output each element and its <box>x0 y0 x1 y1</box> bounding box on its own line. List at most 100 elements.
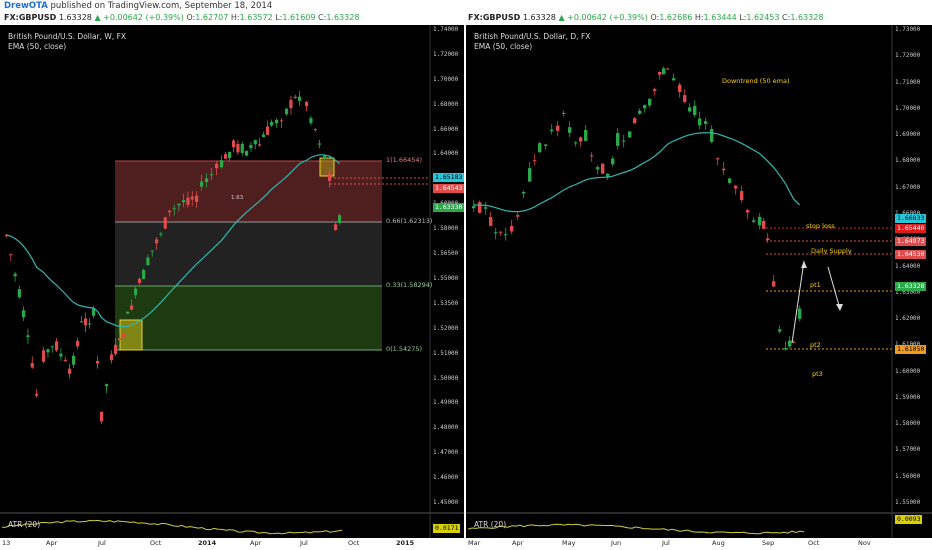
candle-body <box>611 158 615 165</box>
candle-body <box>266 126 270 135</box>
left-close-label: C: <box>318 13 327 22</box>
right-price-tag: 1.61050 <box>895 345 927 354</box>
candle-body <box>26 335 30 338</box>
right-price-tag: 1.65440 <box>895 224 927 233</box>
candle-body <box>50 346 54 348</box>
y-tick-label: 1.49000 <box>433 399 459 407</box>
candle-body <box>163 217 167 229</box>
y-tick-label: 1.70000 <box>895 104 921 112</box>
candle-body <box>146 257 150 266</box>
right-chart-canvas[interactable] <box>466 25 932 538</box>
right-atr-label: ATR (20) <box>474 520 507 529</box>
x-label: Oct <box>348 539 360 547</box>
candle-body <box>110 354 114 361</box>
left-low: 1.61609 <box>282 13 316 22</box>
candle-body <box>653 89 657 91</box>
candle-body <box>35 393 39 396</box>
candle-body <box>590 155 594 157</box>
x-label: Jul <box>300 539 308 547</box>
candle-body <box>155 239 159 244</box>
candle-body <box>293 96 297 98</box>
right-close-label: C: <box>782 13 791 22</box>
x-label: Jun <box>611 539 622 547</box>
arrow-head-icon <box>801 261 807 268</box>
candle-body <box>138 278 142 283</box>
candle-body <box>13 273 17 277</box>
y-tick-label: 1.53500 <box>433 299 459 307</box>
y-tick-label: 1.59000 <box>895 393 921 401</box>
right-ema-line <box>473 132 801 213</box>
right-low-label: L: <box>739 13 747 22</box>
y-tick-label: 1.62000 <box>895 315 921 323</box>
candle-body <box>105 384 109 387</box>
candle-body <box>596 167 600 170</box>
right-open-label: O: <box>650 13 660 22</box>
x-label: Jul <box>98 539 106 547</box>
candle-body <box>792 341 796 343</box>
candle-body <box>122 333 126 337</box>
x-label: Nov <box>858 539 871 547</box>
candle-body <box>22 310 26 318</box>
candle-body <box>159 233 163 235</box>
candle-body <box>499 231 503 233</box>
candle-body <box>305 101 309 107</box>
y-tick-label: 1.66000 <box>433 125 459 133</box>
candle-body <box>245 150 249 156</box>
candle-body <box>114 344 118 355</box>
x-label: Jul <box>662 539 670 547</box>
y-tick-label: 1.60000 <box>895 367 921 375</box>
author-link[interactable]: DrewOTA <box>4 1 48 11</box>
candle-body <box>633 118 637 124</box>
right-chart-panel[interactable]: British Pound/U.S. Dollar, D, FX EMA (50… <box>466 25 932 538</box>
candle-body <box>798 308 802 319</box>
left-symbol: FX:GBPUSD <box>4 13 57 22</box>
x-label: Apr <box>250 539 262 547</box>
candle-body <box>313 129 317 131</box>
candle-body <box>683 95 687 102</box>
right-open: 1.62686 <box>659 13 693 22</box>
candle-body <box>205 178 209 183</box>
y-tick-label: 1.55000 <box>895 499 921 506</box>
candle-body <box>42 350 46 362</box>
candle-body <box>484 207 488 209</box>
y-tick-label: 1.48000 <box>433 424 459 432</box>
candle-body <box>538 143 542 153</box>
candle-body <box>601 163 605 174</box>
candle-body <box>224 154 228 159</box>
y-tick-label: 1.72000 <box>433 50 459 58</box>
left-high-label: H: <box>230 13 240 22</box>
daily-supply-annotation: Daily Supply <box>811 247 852 255</box>
y-tick-label: 1.70000 <box>433 75 459 83</box>
candle-body <box>253 140 257 145</box>
candle-body <box>96 361 100 364</box>
candle-body <box>298 96 302 101</box>
right-price-tag: 1.66833 <box>895 214 927 223</box>
candle-body <box>59 353 63 357</box>
right-symbol: FX:GBPUSD <box>468 13 521 22</box>
left-ema-line <box>6 154 340 328</box>
candle-body <box>232 140 236 148</box>
candle-body <box>9 254 13 256</box>
left-low-label: L: <box>275 13 283 22</box>
candle-body <box>704 121 708 124</box>
candle-body <box>606 173 610 178</box>
candle-body <box>728 178 732 183</box>
y-tick-label: 1.45000 <box>433 499 459 506</box>
candle-body <box>168 210 172 213</box>
y-tick-label: 1.58000 <box>433 225 459 233</box>
left-chart-panel[interactable]: British Pound/U.S. Dollar, W, FX EMA (50… <box>0 25 465 538</box>
candle-body <box>55 341 59 351</box>
candle-body <box>693 106 697 116</box>
candle-body <box>528 168 532 182</box>
fib-zone-bottom <box>115 286 382 350</box>
left-chart-canvas[interactable] <box>0 25 464 538</box>
right-atr-line <box>467 523 805 535</box>
left-chart-title: British Pound/U.S. Dollar, W, FX <box>8 32 127 41</box>
y-tick-label: 1.57000 <box>895 446 921 454</box>
right-chart-title: British Pound/U.S. Dollar, D, FX <box>474 32 591 41</box>
candle-body <box>734 185 738 189</box>
left-price-tag: 1.64543 <box>433 184 465 193</box>
candle-body <box>628 131 632 138</box>
x-label: 2014 <box>198 539 217 547</box>
left-ema-label: EMA (50, close) <box>8 42 67 51</box>
